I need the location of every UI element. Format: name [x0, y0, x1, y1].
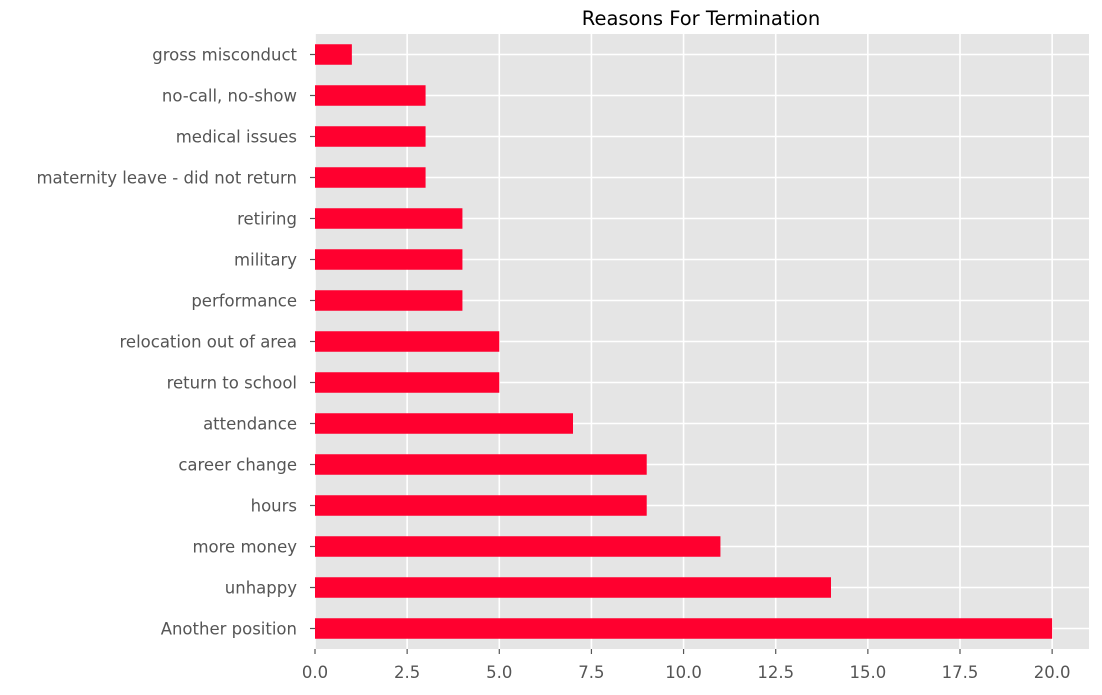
y-tick-label: no-call, no-show: [162, 87, 297, 106]
bar-maternity-leave-did-not-return: [315, 167, 426, 188]
x-tick-label: 5.0: [486, 663, 512, 682]
x-tick-label: 17.5: [942, 663, 979, 682]
y-tick-label: relocation out of area: [120, 333, 298, 352]
bar-relocation-out-of-area: [315, 331, 500, 352]
x-tick-label: 12.5: [757, 663, 794, 682]
x-tick-label: 15.0: [849, 663, 886, 682]
x-tick-label: 20.0: [1034, 663, 1071, 682]
bar-attendance: [315, 413, 573, 434]
y-tick-label: attendance: [203, 415, 297, 434]
x-tick-label: 7.5: [578, 663, 604, 682]
y-tick-label: gross misconduct: [152, 46, 297, 65]
y-tick-label: career change: [178, 456, 297, 475]
x-tick-label: 10.0: [665, 663, 702, 682]
y-tick-label: retiring: [237, 210, 297, 229]
x-tick-label: 2.5: [394, 663, 420, 682]
y-tick-label: unhappy: [225, 579, 297, 598]
bar-medical-issues: [315, 126, 426, 147]
plot-area: Another position unhappy more money hours ca…: [36, 34, 1089, 682]
y-tick-label: maternity leave - did not return: [36, 169, 297, 188]
bar-performance: [315, 290, 463, 311]
y-tick-label: hours: [251, 497, 297, 516]
bar-hours: [315, 495, 647, 516]
y-tick-label: performance: [191, 292, 297, 311]
y-tick-label: Another position: [161, 620, 297, 639]
bar-career-change: [315, 454, 647, 475]
bar-another-position: [315, 618, 1053, 639]
chart-title: Reasons For Termination: [582, 7, 820, 30]
bar-return-to-school: [315, 372, 500, 393]
y-tick-label: medical issues: [176, 128, 297, 147]
y-tick-label: more money: [192, 538, 297, 557]
y-tick-label: return to school: [167, 374, 297, 393]
bar-unhappy: [315, 577, 831, 598]
y-tick-label: military: [234, 251, 297, 270]
bar-no-call-no-show: [315, 85, 426, 106]
bar-more-money: [315, 536, 721, 557]
x-tick-label: 0.0: [302, 663, 328, 682]
bar-gross-misconduct: [315, 44, 352, 65]
bar-military: [315, 249, 463, 270]
bar-retiring: [315, 208, 463, 229]
